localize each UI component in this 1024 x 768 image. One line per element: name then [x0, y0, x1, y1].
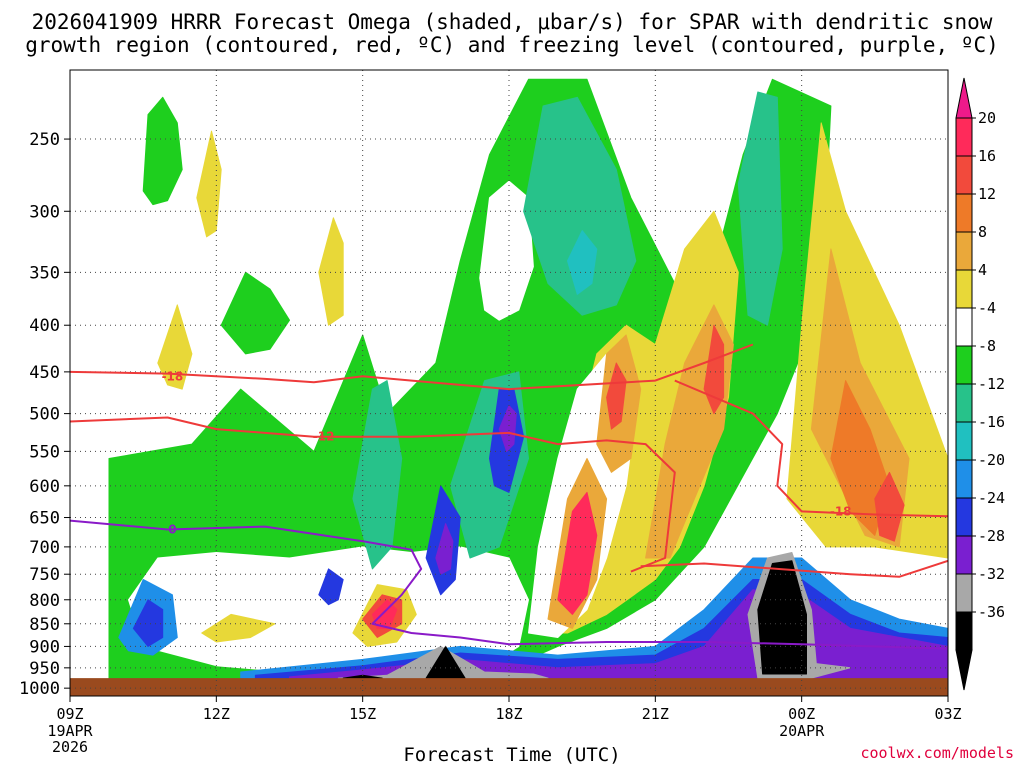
x-tick-label-15Z: 15Z: [349, 705, 376, 723]
colorbar-swatch-0: [955, 117, 973, 157]
contour-line-2: [640, 559, 948, 578]
omega-region-26: [557, 491, 598, 615]
y-tick-label-700: 700: [29, 538, 60, 558]
x-tick-label-03Z: 03Z: [934, 705, 961, 723]
y-tick-label-350: 350: [29, 263, 60, 283]
colorbar-label-0: 20: [978, 109, 996, 127]
colorbar-top-arrow: [955, 77, 973, 119]
colorbar-swatch-7: [955, 383, 973, 423]
omega-region-22: [703, 324, 725, 415]
colorbar-swatch-10: [955, 497, 973, 537]
y-tick-label-500: 500: [29, 405, 60, 425]
colorbar-swatch-9: [955, 459, 973, 499]
colorbar-swatch-2: [955, 193, 973, 233]
y-tick-label-900: 900: [29, 637, 60, 657]
colorbar-swatch-6: [955, 345, 973, 385]
colorbar-label-11: -28: [978, 527, 1005, 545]
y-tick-label-400: 400: [29, 316, 60, 336]
y-tick-label-450: 450: [29, 363, 60, 383]
colorbar: 20 16 12 8 4 -4 -8 -12 -16 -20 -24 -28 -32 -36: [955, 77, 1005, 691]
colorbar-swatch-3: [955, 231, 973, 271]
omega-region-6: [352, 380, 403, 570]
x-axis-label: Forecast Time (UTC): [403, 744, 621, 766]
colorbar-label-3: 8: [978, 223, 987, 241]
y-tick-label-300: 300: [29, 202, 60, 222]
chart-title-line-2: growth region (contoured, red, ºC) and f…: [25, 33, 999, 57]
colorbar-label-9: -20: [978, 451, 1005, 469]
x-tick-year-09Z: 2026: [52, 738, 88, 756]
colorbar-swatch-11: [955, 535, 973, 575]
x-tick-label-00Z: 00Z: [788, 705, 815, 723]
contour-label-4: 0: [168, 523, 176, 537]
colorbar-label-5: -4: [978, 299, 996, 317]
colorbar-label-1: 16: [978, 147, 996, 165]
omega-region-35: [435, 523, 454, 575]
colorbar-swatch-5: [955, 307, 973, 347]
omega-region-17: [157, 304, 193, 390]
ground-layer: [70, 678, 948, 696]
colorbar-label-4: 4: [978, 261, 987, 279]
omega-region-8: [737, 91, 783, 326]
omega-region-11: [498, 405, 517, 452]
omega-region-30: [201, 613, 276, 643]
ground-fill: [70, 678, 948, 696]
y-tick-label-800: 800: [29, 591, 60, 611]
contour-line-1: [70, 416, 676, 573]
omega-region-15: [196, 130, 222, 238]
omega-region-5: [523, 96, 637, 316]
omega-region-4: [479, 180, 534, 321]
y-tick-label-850: 850: [29, 615, 60, 635]
colorbar-label-12: -32: [978, 565, 1005, 583]
y-tick-label-950: 950: [29, 659, 60, 679]
colorbar-label-13: -36: [978, 603, 1005, 621]
omega-region-33: [318, 568, 344, 606]
x-tick-label-12Z: 12Z: [203, 705, 230, 723]
colorbar-swatch-13: [955, 611, 973, 651]
contour-label-1: -12: [313, 430, 335, 444]
colorbar-bottom-arrow: [955, 649, 973, 691]
x-tick-date-09Z: 19APR: [47, 722, 93, 740]
omega-region-7: [567, 230, 598, 295]
omega-region-1: [142, 96, 183, 206]
omega-region-41: [757, 560, 807, 675]
omega-region-16: [318, 217, 344, 326]
contour-label-0: -18: [162, 369, 184, 383]
x-tick-label-18Z: 18Z: [495, 705, 522, 723]
contour-line-0: [70, 343, 754, 391]
x-tick-label-09Z: 09Z: [56, 705, 83, 723]
x-tick-date-00Z: 20APR: [779, 722, 825, 740]
colorbar-swatch-12: [955, 573, 973, 613]
y-tick-label-1000: 1000: [19, 679, 60, 699]
omega-region-32: [132, 599, 164, 647]
colorbar-label-7: -12: [978, 375, 1005, 393]
temperature-contours: -18 -12 -18 0: [70, 343, 948, 650]
colorbar-label-6: -8: [978, 337, 996, 355]
colorbar-label-10: -24: [978, 489, 1005, 507]
omega-region-24: [606, 362, 627, 430]
colorbar-swatch-8: [955, 421, 973, 461]
y-tick-label-250: 250: [29, 130, 60, 150]
contour-line-4: [70, 519, 948, 650]
colorbar-label-2: 12: [978, 185, 996, 203]
y-axis-ticks: 2503003504004505005506006507007508008509…: [19, 130, 70, 699]
chart-title-line-1: 2026041909 HRRR Forecast Omega (shaded, …: [31, 10, 993, 34]
x-tick-label-21Z: 21Z: [642, 705, 669, 723]
contour-label-2: -18: [830, 504, 852, 518]
y-tick-label-550: 550: [29, 442, 60, 462]
colorbar-swatch-1: [955, 155, 973, 195]
omega-region-43: [342, 674, 383, 679]
y-tick-label-750: 750: [29, 565, 60, 585]
credit-text: coolwx.com/models: [860, 744, 1014, 762]
colorbar-swatch-4: [955, 269, 973, 309]
y-tick-label-600: 600: [29, 477, 60, 497]
omega-region-42: [425, 645, 466, 679]
omega-region-20: [874, 471, 905, 542]
colorbar-label-8: -16: [978, 413, 1005, 431]
contour-line-3: [674, 379, 948, 518]
y-tick-label-650: 650: [29, 509, 60, 529]
